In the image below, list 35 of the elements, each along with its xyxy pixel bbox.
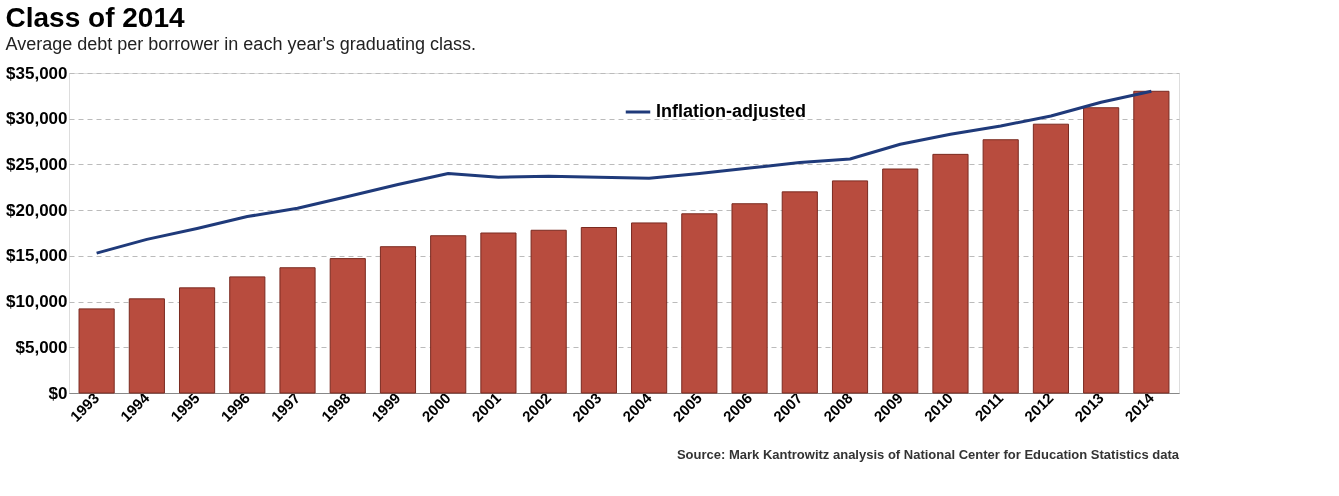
bar	[1133, 90, 1170, 394]
bar	[580, 227, 617, 394]
bar	[882, 168, 919, 394]
y-tick-label: $25,000	[6, 154, 68, 174]
bar	[279, 267, 316, 394]
y-tick-label: $0	[48, 383, 68, 403]
bar	[379, 246, 417, 394]
bar	[179, 287, 216, 394]
bar	[1032, 123, 1069, 394]
bar	[831, 180, 869, 394]
y-tick-label: $20,000	[6, 200, 68, 220]
y-tick-label: $30,000	[6, 109, 68, 129]
bar	[731, 203, 768, 394]
bar	[530, 229, 567, 394]
bar	[681, 213, 718, 394]
bar	[480, 232, 517, 394]
bar	[329, 258, 366, 394]
y-tick-label: $35,000	[6, 63, 68, 83]
bar	[78, 308, 115, 394]
chart-title: Class of 2014	[5, 2, 185, 33]
source-note: Source: Mark Kantrowitz analysis of National Center for Education Statistics data	[676, 447, 1180, 462]
bar	[1083, 107, 1120, 394]
bar	[781, 191, 818, 394]
y-tick-label: $5,000	[15, 337, 68, 357]
y-tick-label: $15,000	[6, 246, 68, 266]
bar	[982, 139, 1019, 394]
line-series	[95, 89, 1153, 255]
bar	[631, 222, 668, 394]
y-tick-label: $10,000	[6, 292, 68, 312]
bar	[128, 298, 165, 394]
chart-subtitle: Average debt per borrower in each year's graduating class.	[5, 34, 476, 54]
legend-label: Inflation-adjusted	[656, 101, 806, 121]
bar	[430, 235, 467, 394]
bar	[932, 153, 969, 394]
bar	[229, 276, 266, 394]
